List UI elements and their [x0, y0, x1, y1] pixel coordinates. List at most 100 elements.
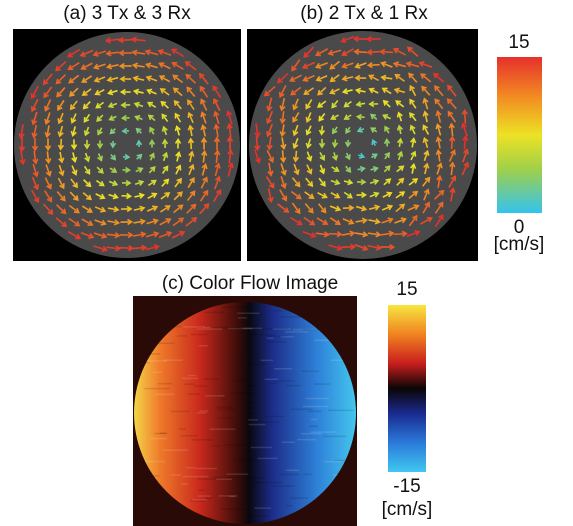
arrow	[422, 125, 430, 135]
arrow-head	[353, 48, 360, 56]
arrow	[57, 99, 65, 111]
arrow-head	[305, 116, 312, 123]
arrow-head	[61, 221, 68, 228]
arrow-head	[32, 171, 39, 178]
arrow-head	[279, 105, 286, 112]
arrow-head	[341, 88, 349, 95]
arrow	[304, 203, 314, 213]
arrow-head	[176, 177, 182, 184]
arrow-head	[382, 99, 389, 106]
arrow	[434, 190, 444, 200]
arrow-head	[393, 87, 400, 94]
arrow-head	[107, 89, 114, 96]
arrow-head	[306, 168, 313, 175]
arrow-head	[174, 137, 182, 144]
arrow-head	[401, 230, 408, 238]
arrow-head	[314, 50, 322, 57]
arrow	[58, 164, 64, 176]
arrow-head	[161, 113, 168, 120]
arrow	[132, 246, 146, 250]
arrow-head	[113, 206, 120, 213]
streak	[260, 359, 274, 362]
arrow	[31, 189, 39, 203]
vector-field	[18, 35, 470, 252]
arrow-head	[171, 48, 178, 55]
arrow-head	[334, 219, 341, 226]
arrow	[70, 178, 78, 188]
arrow	[329, 217, 341, 225]
arrow	[304, 191, 314, 199]
arrow	[31, 85, 39, 99]
streak	[257, 481, 283, 484]
arrow	[306, 151, 312, 161]
arrow	[315, 48, 329, 56]
arrow	[406, 230, 420, 238]
arrow	[423, 98, 429, 110]
arrow-head	[118, 62, 125, 70]
arrow	[82, 88, 92, 96]
arrow-head	[162, 165, 169, 172]
arrow	[280, 176, 286, 188]
arrow-head	[124, 153, 131, 161]
arrow-head	[392, 47, 400, 54]
arrow-head	[166, 231, 173, 237]
arrow-head	[346, 192, 353, 199]
arrow-head	[267, 170, 274, 177]
arrow-head	[130, 36, 137, 43]
arrow	[68, 217, 80, 227]
arrow	[406, 62, 420, 68]
arrow	[315, 232, 329, 236]
streak	[178, 428, 187, 430]
streak	[198, 345, 208, 347]
streak	[152, 475, 160, 477]
vessel-disk	[14, 32, 240, 258]
arrow	[393, 48, 407, 56]
arrow	[421, 177, 431, 187]
arrow-head	[280, 169, 287, 176]
arrow-head	[86, 194, 92, 201]
streak	[173, 325, 182, 328]
arrow-head	[75, 233, 82, 240]
arrow-head	[333, 166, 340, 172]
arrow-head	[308, 193, 315, 200]
arrow-head	[134, 115, 141, 121]
arrow-head	[125, 179, 132, 187]
arrow	[46, 125, 50, 137]
arrow-head	[98, 180, 105, 187]
arrow-head	[33, 197, 40, 204]
arrow-head	[111, 167, 118, 173]
arrow-head	[96, 116, 102, 122]
arrow	[160, 192, 170, 200]
arrow	[266, 110, 274, 124]
arrow	[302, 61, 316, 69]
arrow-head	[213, 123, 220, 130]
arrow-head	[44, 145, 52, 152]
arrow-head	[314, 62, 322, 69]
arrow-head	[422, 136, 429, 144]
colorbar	[388, 305, 426, 472]
arrow	[186, 190, 196, 202]
arrow-head	[189, 177, 195, 184]
arrow	[255, 136, 259, 150]
streak	[152, 371, 163, 374]
panel-title: (c) Color Flow Image	[162, 273, 338, 294]
arrow	[437, 150, 441, 162]
streak	[250, 446, 273, 449]
arrow	[395, 191, 405, 199]
arrow-head	[119, 88, 126, 96]
arrow-head	[366, 61, 373, 69]
arrow-head	[424, 176, 431, 183]
arrow	[382, 87, 392, 95]
arrow	[267, 188, 273, 202]
streak	[273, 380, 295, 382]
arrow	[82, 192, 92, 200]
arrow	[409, 85, 417, 97]
arrow-head	[81, 77, 88, 83]
arrow	[199, 190, 209, 202]
streak	[242, 327, 263, 330]
arrow-head	[164, 192, 171, 198]
arrow	[227, 163, 233, 177]
arrow-head	[73, 207, 80, 214]
streak	[235, 359, 246, 361]
arrow	[83, 179, 91, 187]
